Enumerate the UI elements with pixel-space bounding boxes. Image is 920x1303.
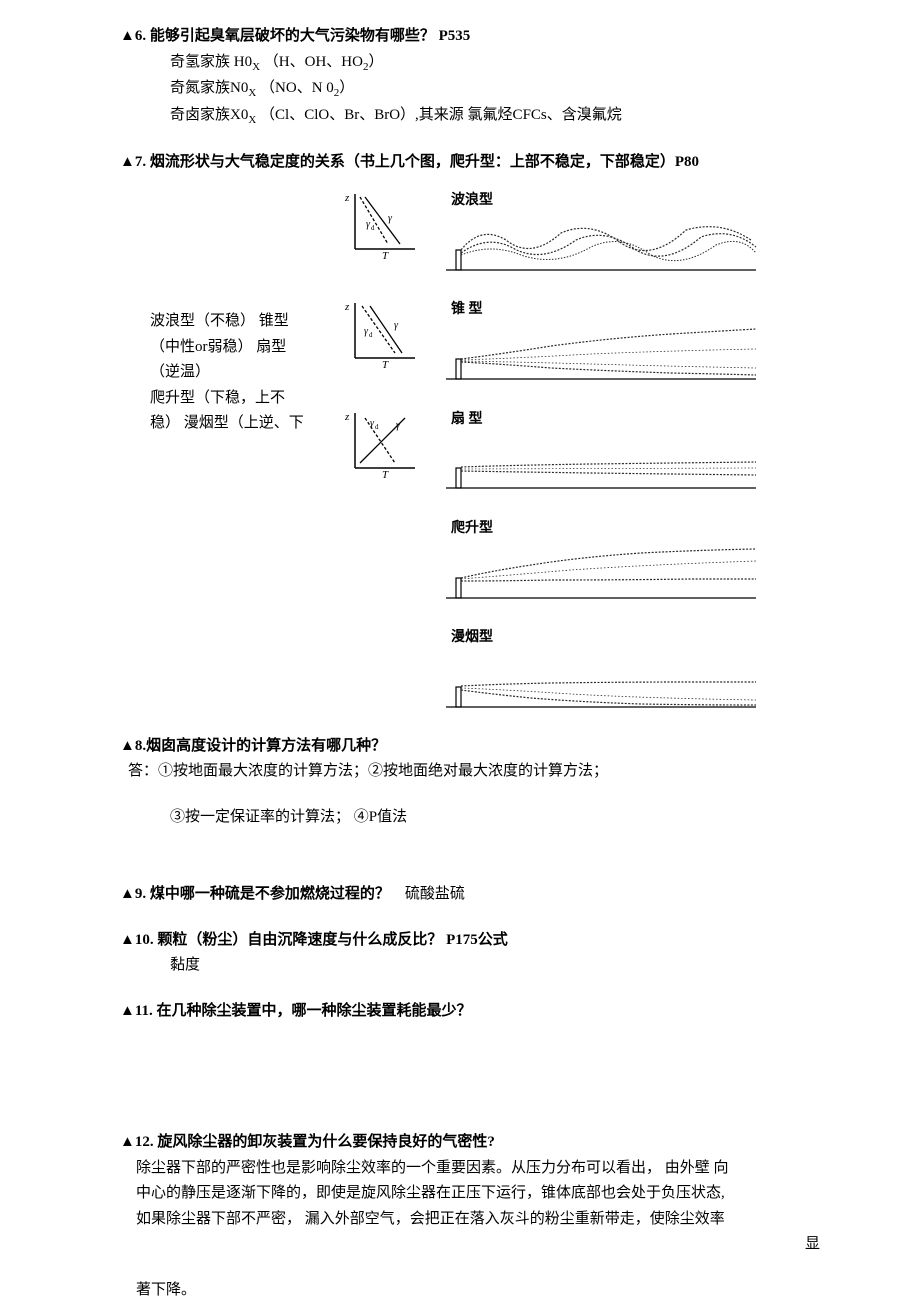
q7-left-1: （中性or弱稳） 扇型	[150, 335, 320, 361]
q6-line3: 奇卤家族X0X （Cl、ClO、Br、BrO）,其来源 氯氟烃CFCs、含溴氟烷	[120, 103, 820, 130]
plume-svg-1	[441, 324, 761, 384]
q6-heading: ▲6. 能够引起臭氧层破坏的大气污染物有哪些？ P535	[120, 24, 820, 50]
axis-plot-0: z T γ γ d	[340, 189, 425, 261]
diagram-row-3: 爬升型	[340, 517, 820, 612]
q10-heading: ▲10. 颗粒（粉尘）自由沉降速度与什么成反比？ P175公式	[120, 928, 820, 954]
q9-row: ▲9. 煤中哪一种硫是不参加燃烧过程的？ 硫酸盐硫	[120, 882, 820, 908]
plume-svg-3	[441, 543, 761, 603]
q6-l1-c: ）	[368, 54, 383, 70]
plume-block-3: 爬升型	[441, 517, 820, 612]
svg-text:d: d	[369, 331, 373, 339]
q6-l3-a: 奇卤家族X0	[170, 107, 248, 123]
q9-heading: ▲9. 煤中哪一种硫是不参加燃烧过程的？	[120, 886, 390, 902]
axis-plot-2: z T γ γ d	[340, 408, 425, 480]
plume-block-2: 扇 型	[441, 408, 820, 503]
svg-text:d: d	[375, 423, 379, 431]
svg-text:T: T	[382, 359, 389, 370]
q6-l2-a: 奇氮家族N0	[170, 80, 248, 96]
svg-text:z: z	[344, 411, 350, 423]
q6-l1-a: 奇氢家族 H0	[170, 54, 252, 70]
axis-spacer-4	[340, 626, 425, 698]
plume-block-0: 波浪型	[441, 189, 820, 284]
plume-svg-4	[441, 652, 761, 712]
q12-p4: 显	[120, 1232, 820, 1258]
q12-p2: 中心的静压是逐渐下降的，即使是旋风除尘器在正压下运行，锥体底部也会处于负压状态,	[120, 1181, 820, 1207]
q8-ans2: ③按一定保证率的计算法； ④P值法	[120, 805, 820, 831]
plume-label-0: 波浪型	[451, 189, 820, 213]
q8-heading: ▲8.烟囱高度设计的计算方法有哪几种？	[120, 734, 820, 760]
svg-text:γ: γ	[396, 420, 401, 431]
q12-p3: 如果除尘器下部不严密， 漏入外部空气，会把正在落入灰斗的粉尘重新带走，使除尘效率	[120, 1207, 820, 1233]
svg-text:z: z	[344, 301, 350, 313]
svg-text:d: d	[371, 224, 375, 232]
diagram-row-1: z T γ γ d 锥 型	[340, 298, 820, 393]
svg-text:z: z	[344, 192, 350, 204]
plume-label-2: 扇 型	[451, 408, 820, 432]
q10-ans: 黏度	[120, 953, 820, 979]
svg-text:T: T	[382, 250, 389, 261]
plume-svg-0	[441, 215, 761, 275]
plume-label-3: 爬升型	[451, 517, 820, 541]
q6-line1: 奇氢家族 H0X （H、OH、HO2）	[120, 50, 820, 77]
q11-heading: ▲11. 在几种除尘装置中，哪一种除尘装置耗能最少？	[120, 999, 820, 1025]
q7-left-4: 稳） 漫烟型（上逆、下	[150, 411, 320, 437]
q7-heading: ▲7. 烟流形状与大气稳定度的关系（书上几个图，爬升型：上部不稳定，下部稳定）P…	[120, 150, 820, 176]
q6-l2-b: （NO、N 0	[256, 80, 334, 96]
q7-left-0: 波浪型（不稳） 锥型	[150, 309, 320, 335]
diagram-row-2: z T γ γ d 扇 型	[340, 408, 820, 503]
q12-heading: ▲12. 旋风除尘器的卸灰装置为什么要保持良好的气密性?	[120, 1130, 820, 1156]
axis-plot-1: z T γ γ d	[340, 298, 425, 370]
plume-svg-2	[441, 433, 761, 493]
q9-ans: 硫酸盐硫	[405, 886, 465, 902]
q6-l1-sub: X	[252, 61, 260, 73]
q6-line2: 奇氮家族N0X （NO、N 02）	[120, 76, 820, 103]
diagram-row-0: z T γ γ d 波浪型	[340, 189, 820, 284]
svg-text:T: T	[382, 469, 389, 480]
axis-spacer-3	[340, 517, 425, 589]
q6-l2-c: ）	[339, 80, 354, 96]
q12-p1: 除尘器下部的严密性也是影响除尘效率的一个重要因素。从压力分布可以看出， 由外壁 …	[120, 1156, 820, 1182]
q7-left-text: 波浪型（不稳） 锥型 （中性or弱稳） 扇型 （逆温） 爬升型（下稳，上不 稳）…	[120, 189, 320, 721]
q6-l1-b: （H、OH、HO	[260, 54, 363, 70]
plume-label-4: 漫烟型	[451, 626, 820, 650]
q12-p5: 著下降。	[120, 1278, 820, 1303]
q7-diagrams: z T γ γ d 波浪型	[340, 189, 820, 721]
q7-left-2: （逆温）	[150, 360, 320, 386]
q6-l3-b: （Cl、ClO、Br、BrO）,其来源 氯氟烃CFCs、含溴氟烷	[256, 107, 621, 123]
svg-text:γ: γ	[394, 320, 399, 331]
plume-label-1: 锥 型	[451, 298, 820, 322]
plume-block-1: 锥 型	[441, 298, 820, 393]
q7-left-3: 爬升型（下稳，上不	[150, 386, 320, 412]
plume-block-4: 漫烟型	[441, 626, 820, 721]
diagram-row-4: 漫烟型	[340, 626, 820, 721]
q8-ans1: 答：①按地面最大浓度的计算方法；②按地面绝对最大浓度的计算方法；	[120, 759, 820, 785]
q7-container: 波浪型（不稳） 锥型 （中性or弱稳） 扇型 （逆温） 爬升型（下稳，上不 稳）…	[120, 189, 820, 721]
svg-text:γ: γ	[388, 213, 393, 224]
